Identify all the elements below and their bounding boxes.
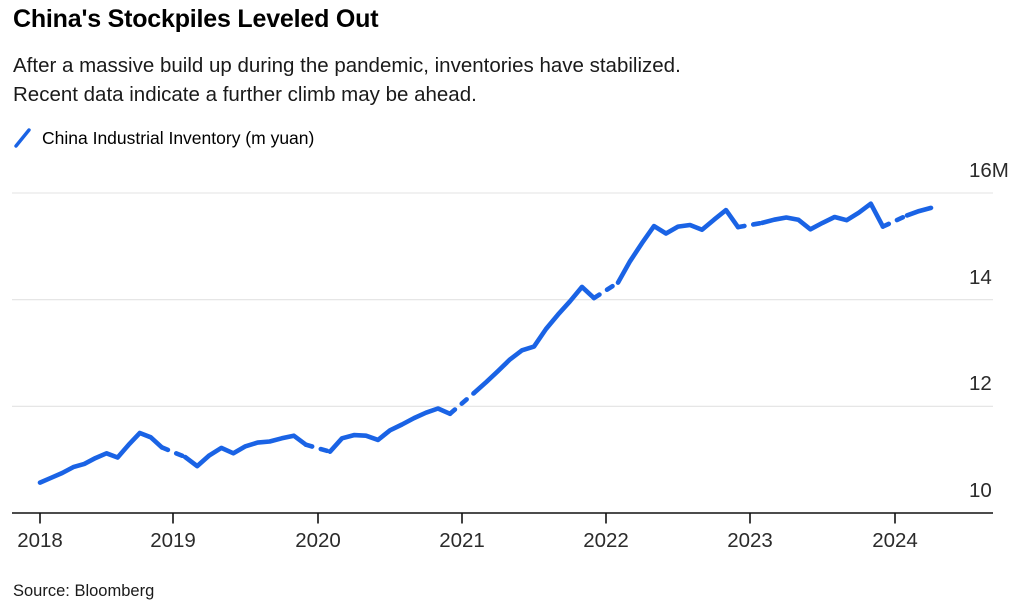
legend-line-icon xyxy=(14,128,31,148)
series-line xyxy=(37,201,934,485)
series-line-dashed-gap xyxy=(159,213,910,460)
legend-label: China Industrial Inventory (m yuan) xyxy=(42,127,315,148)
page-title: China's Stockpiles Leveled Out xyxy=(13,5,379,33)
chart-subtitle-line-1: After a massive build up during the pand… xyxy=(13,54,681,77)
x-axis-label: 2018 xyxy=(17,529,63,552)
x-axis-label: 2022 xyxy=(583,529,629,552)
chart-subtitle-line-2: Recent data indicate a further climb may… xyxy=(13,83,477,106)
legend: China Industrial Inventory (m yuan) xyxy=(13,127,314,149)
source-note: Source: Bloomberg xyxy=(13,582,155,600)
x-axis-label: 2024 xyxy=(872,529,918,552)
y-axis-label: 10 xyxy=(969,479,992,502)
y-axis-label: 12 xyxy=(969,372,992,396)
x-axis-label: 2023 xyxy=(727,529,773,552)
x-axis-label: 2019 xyxy=(150,529,196,552)
y-axis-label: 14 xyxy=(969,265,992,289)
x-axis-label: 2020 xyxy=(295,529,341,552)
x-axis-label: 2021 xyxy=(439,529,485,552)
y-axis-label: 16M xyxy=(969,159,1009,182)
